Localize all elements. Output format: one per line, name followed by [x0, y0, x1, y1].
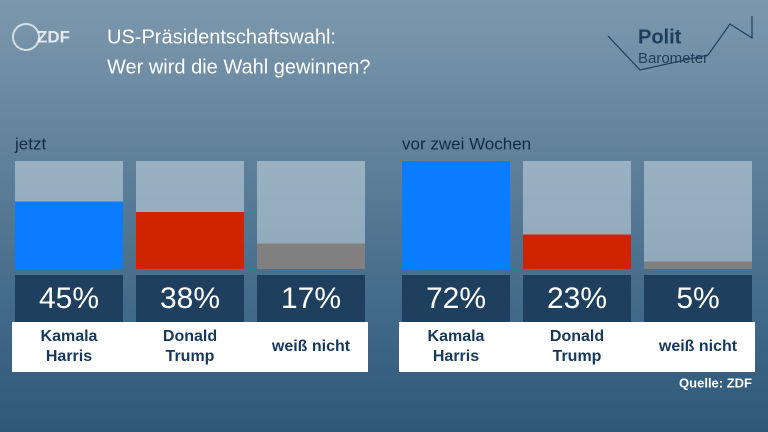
category-text: weiß nicht: [658, 338, 738, 355]
category-text: Donald Trump: [162, 328, 218, 365]
value-label: 45%: [39, 282, 99, 315]
bar: [402, 161, 510, 269]
bar-background: [644, 161, 752, 269]
value-label: 72%: [426, 282, 486, 315]
logo: ZDF: [37, 27, 70, 46]
category-label: Kamala Harris: [15, 322, 123, 372]
value-label: 17%: [281, 282, 341, 315]
category-label: Kamala Harris: [402, 322, 510, 372]
bar: [136, 212, 244, 269]
category-text: Kamala Harris: [427, 328, 485, 365]
subtitle: Wer wird die Wahl gewinnen?: [107, 56, 370, 78]
bar: [257, 243, 365, 269]
label-strip: [12, 322, 368, 372]
category-label: Donald Trump: [136, 322, 244, 372]
value-box: [257, 275, 365, 322]
value-label: 23%: [547, 282, 607, 315]
value-box: [402, 275, 510, 322]
category-text: Kamala Harris: [40, 328, 98, 365]
category-text: Donald Trump: [549, 328, 605, 365]
group-title: vor zwei Wochen: [402, 134, 531, 153]
category-text: weiß nicht: [271, 338, 351, 355]
logo-ring: [12, 23, 40, 51]
category-label: weiß nicht: [644, 322, 752, 372]
brand-top: Polit: [638, 26, 682, 48]
value-box: [15, 275, 123, 322]
bar: [523, 234, 631, 269]
value-box: [523, 275, 631, 322]
source: Quelle: ZDF: [679, 375, 752, 390]
category-label: Donald Trump: [523, 322, 631, 372]
value-box: [644, 275, 752, 322]
brand-line: [607, 16, 753, 71]
group-title: jetzt: [14, 134, 46, 153]
brand-bottom: Barometer: [638, 50, 708, 67]
title: US-Präsidentschaftswahl:: [107, 26, 336, 48]
bar: [644, 261, 752, 269]
category-label: weiß nicht: [257, 322, 365, 372]
value-box: [136, 275, 244, 322]
value-label: 5%: [676, 282, 719, 315]
value-label: 38%: [160, 282, 220, 315]
bar: [15, 201, 123, 269]
label-strip: [399, 322, 755, 372]
